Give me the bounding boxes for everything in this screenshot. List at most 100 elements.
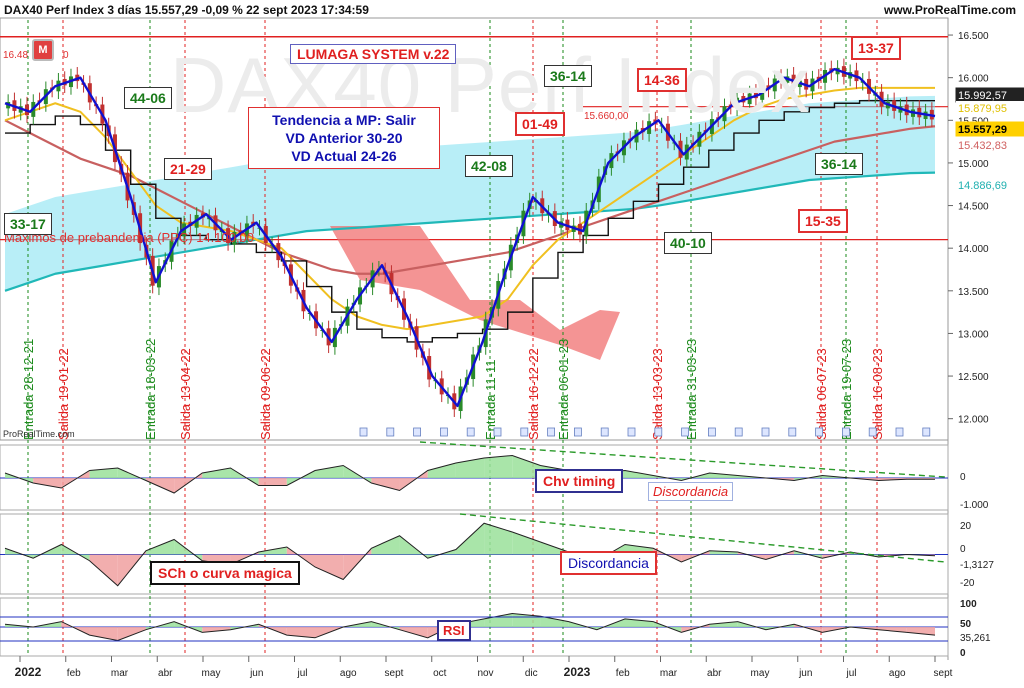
x-tick-label: jul — [845, 668, 856, 679]
event-icon — [895, 427, 904, 437]
m-badge[interactable]: M — [32, 39, 54, 61]
x-tick-label: 2022 — [15, 665, 42, 679]
kijun-step-line — [5, 99, 935, 343]
discordancia-label-2: Discordancia — [560, 551, 657, 575]
signal-label: Entrada 11-11 — [483, 360, 498, 440]
signal-label: Salida 19-01-22 — [56, 348, 71, 440]
event-icon — [439, 427, 448, 437]
event-icon — [788, 427, 797, 437]
sch-osc-area — [371, 535, 400, 555]
level-label-15660: 15.660,00 — [584, 111, 629, 122]
x-tick-label: sept — [385, 668, 404, 679]
rsi-osc-area — [399, 627, 428, 638]
count-box-9: 13-37 — [851, 36, 901, 60]
price-tag-text: 15.432,83 — [958, 140, 1007, 152]
discordance-trend-2 — [459, 513, 946, 563]
osc-sch-label: 0 — [960, 544, 966, 555]
event-icon — [413, 427, 422, 437]
event-icon — [493, 427, 502, 437]
sch-osc-area — [512, 532, 541, 555]
event-icon — [815, 427, 823, 437]
rsi-osc-area — [202, 627, 231, 633]
x-tick-label: mar — [660, 668, 678, 679]
count-box-8: 40-10 — [664, 232, 712, 254]
event-icon — [574, 427, 582, 437]
signal-label: Entrada 19-07-23 — [839, 339, 854, 440]
x-tick-label: mar — [111, 668, 129, 679]
chv-osc-area — [709, 473, 738, 478]
chv-osc-area — [484, 455, 513, 478]
event-icon — [386, 427, 395, 437]
x-tick-label: feb — [67, 668, 81, 679]
event-icon — [734, 427, 743, 437]
level-label-top-end: 0 — [63, 50, 69, 61]
signal-label: Entrada 18-03-22 — [143, 339, 158, 440]
signal-label: Salida 16-08-23 — [870, 348, 885, 440]
system-label: LUMAGA SYSTEM v.22 — [290, 44, 457, 64]
ema-yellow-line — [4, 86, 935, 331]
event-icon — [520, 427, 529, 437]
chv-osc-area — [315, 465, 344, 478]
chv-osc-line — [4, 454, 935, 494]
rsi-osc-area — [89, 627, 118, 641]
chart-title: DAX40 Perf Index 3 días 15.557,29 -0,09 … — [4, 3, 369, 17]
sch-label: SCh o curva magica — [150, 561, 300, 585]
event-icon — [359, 427, 368, 437]
count-box-6: 36-14 — [544, 65, 592, 87]
event-icon — [708, 427, 716, 437]
chv-osc-area — [625, 470, 654, 478]
sch-osc-area — [455, 523, 485, 555]
rsi-osc-area — [878, 627, 907, 633]
signal-label: Entrada 31-03-23 — [684, 339, 699, 440]
count-box-3: 21-29 — [164, 158, 212, 180]
osc-rsi-label: 35,261 — [960, 633, 991, 644]
price-tag-bg — [956, 101, 1024, 115]
signal-label: Salida 16-12-22 — [526, 348, 541, 440]
site-credit[interactable]: www.ProRealTime.com — [883, 3, 1016, 17]
count-box-11: 15-35 — [798, 209, 848, 233]
osc-sch-label: 20 — [960, 521, 972, 532]
chv-osc-area — [427, 463, 456, 478]
event-icon — [842, 427, 850, 437]
rsi-osc-area — [709, 621, 738, 627]
y-tick-label: 13.000 — [958, 329, 989, 340]
osc-sch-label: -1,3127 — [960, 560, 994, 571]
x-tick-label: abr — [707, 668, 722, 679]
sch-osc-area — [258, 547, 287, 555]
rsi-label: RSI — [437, 620, 471, 641]
signal-label: Entrada 06-01-23 — [556, 339, 571, 440]
x-tick-label: ago — [889, 668, 906, 679]
x-tick-label: feb — [616, 668, 630, 679]
event-icon — [761, 427, 770, 437]
price-tag-bg — [956, 138, 1024, 152]
event-icon — [868, 427, 877, 437]
x-tick-label: sept — [934, 668, 953, 679]
sch-osc-area — [315, 554, 344, 580]
chv-osc-area — [512, 455, 541, 478]
price-tag-text: 15.557,29 — [958, 124, 1007, 136]
ma-cyan-line — [4, 171, 936, 292]
event-icon — [922, 427, 931, 437]
chv-osc-area — [145, 478, 175, 493]
chv-osc-area — [202, 468, 231, 478]
chv-osc-area — [371, 478, 400, 491]
y-tick-label: 16.000 — [958, 74, 989, 85]
count-box-10: 36-14 — [815, 153, 863, 175]
signal-label: Salida 13-04-22 — [178, 348, 193, 440]
discordance-trend-1 — [419, 441, 946, 478]
osc-rsi-label: 0 — [960, 648, 966, 659]
price-tag-text: 15.992,57 — [958, 90, 1007, 102]
x-tick-label: nov — [477, 668, 493, 679]
count-box-5: 01-49 — [515, 112, 565, 136]
x-tick-label: jun — [798, 668, 812, 679]
price-tag-bg — [956, 178, 1024, 192]
credit-label: ProRealTime.com — [3, 429, 75, 439]
count-box-4: 42-08 — [465, 155, 513, 177]
chv-osc-area — [89, 468, 118, 478]
chv-osc-area — [455, 458, 485, 478]
x-tick-label: ago — [340, 668, 357, 679]
osc-sch-label: -20 — [960, 578, 975, 589]
sch-osc-area — [145, 539, 175, 555]
discordancia-label-1: Discordancia — [648, 482, 734, 501]
